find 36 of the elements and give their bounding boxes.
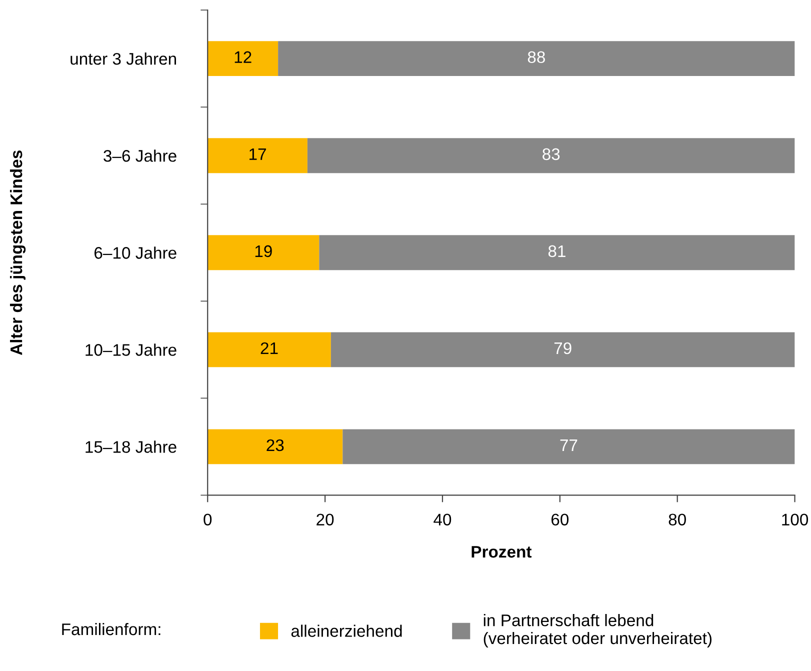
data-label: 23 (266, 439, 284, 452)
data-label: 83 (542, 148, 560, 160)
data-label: 88 (528, 51, 545, 64)
data-label: 81 (548, 245, 566, 258)
bar (342, 429, 795, 464)
data-label: 21 (260, 342, 278, 354)
bar (208, 429, 343, 464)
y-tick-label: 15–18 Jahre (86, 440, 176, 453)
data-label: 19 (255, 245, 272, 258)
data-label: 77 (560, 440, 578, 451)
y-tick-label: 10–15 Jahre (86, 344, 176, 356)
legend-title: Familienform: (62, 622, 160, 636)
bar (208, 41, 278, 76)
bar (319, 235, 795, 270)
bar (307, 138, 795, 174)
x-tick-label: 20 (316, 514, 334, 526)
data-label: 17 (250, 148, 266, 160)
x-tick-label: 0 (204, 514, 212, 526)
legend-label: alleinerziehend (291, 624, 402, 637)
x-tick-label: 60 (551, 514, 569, 526)
x-tick-label: 40 (434, 514, 452, 526)
x-tick-label: 100 (782, 514, 808, 526)
bar (208, 235, 320, 270)
bar (278, 41, 795, 76)
bar (208, 138, 308, 174)
y-tick-label: 6–10 Jahre (94, 246, 176, 259)
y-tick-label: 3–6 Jahre (104, 150, 176, 162)
data-label: 12 (234, 51, 252, 63)
x-axis-title: Prozent (472, 546, 532, 558)
x-tick-label: 80 (668, 514, 686, 526)
bar (208, 332, 331, 368)
y-axis-title: Alter des jüngsten Kindes (10, 150, 26, 356)
legend-label: in Partnerschaft lebend (verheiratet oder unverheiratet) (484, 614, 712, 648)
y-tick-label: unter 3 Jahren (70, 52, 176, 65)
bar (330, 332, 795, 368)
data-label: 79 (554, 342, 572, 354)
